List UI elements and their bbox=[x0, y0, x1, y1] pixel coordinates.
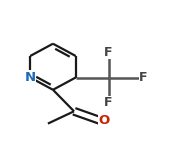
Text: O: O bbox=[99, 114, 110, 127]
Text: N: N bbox=[25, 71, 36, 84]
Text: F: F bbox=[104, 46, 113, 59]
Text: F: F bbox=[104, 96, 113, 109]
Text: F: F bbox=[139, 71, 147, 84]
